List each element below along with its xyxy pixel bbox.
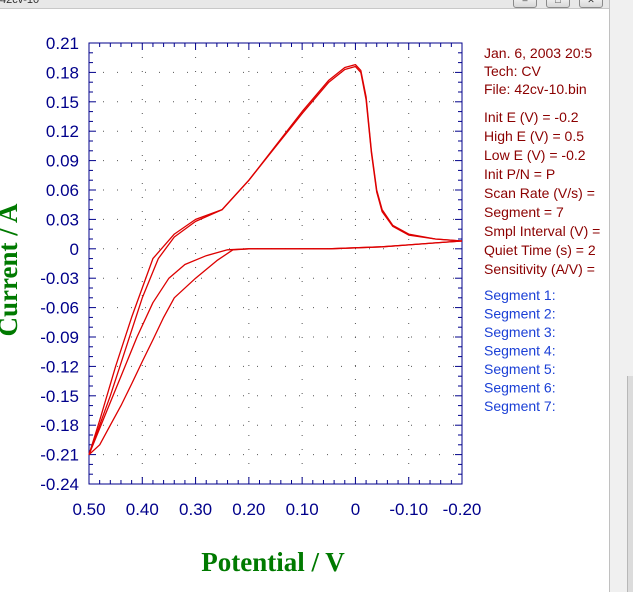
info-segments: Segment 1: Segment 2: Segment 3: Segment 4:… [484,287,556,414]
y-tick-label: -0.03 [40,269,79,288]
info-header-line: Jan. 6, 2003 20:5 [484,45,592,61]
window-titlebar: 42cv-10 – □ ✕ [0,0,633,9]
y-axis-label: Current / A [0,203,23,336]
x-tick-label: 0.50 [72,500,105,519]
close-button[interactable]: ✕ [579,0,603,8]
cv-plot: 0.50 0.40 0.30 0.20 0.10 0 -0.10 -0.20 0.21 0.18 0… [0,34,600,577]
plot-ticks [88,42,463,485]
info-param-line: Init E (V) = -0.2 [484,109,579,125]
info-header-line: Tech: CV [484,63,541,79]
info-header-line: File: 42cv-10.bin [484,81,587,97]
segment-line: Segment 6: [484,380,556,396]
data-curves [88,63,463,456]
x-tick-label: 0.40 [126,500,159,519]
tick-labels: 0.50 0.40 0.30 0.20 0.10 0 -0.10 -0.20 0.21 0.18 0… [40,34,481,519]
y-tick-label: 0.12 [46,122,79,141]
segment-line: Segment 4: [484,343,556,359]
cv-curve-segment-4 [88,65,463,455]
info-header: Jan. 6, 2003 20:5 Tech: CV File: 42cv-10.b… [484,45,592,97]
segment-line: Segment 2: [484,306,556,322]
x-tick-label: -0.10 [389,500,428,519]
y-tick-label: -0.09 [40,328,79,347]
y-tick-label: 0.18 [46,63,79,82]
y-tick-label: 0.09 [46,152,79,171]
segment-line: Segment 3: [484,324,556,340]
y-tick-label: -0.24 [40,475,79,494]
info-param-line: Quiet Time (s) = 2 [484,242,596,258]
segment-line: Segment 1: [484,287,556,303]
info-param-line: Init P/N = P [484,166,555,182]
info-param-line: Segment = 7 [484,204,564,220]
y-tick-label: -0.12 [40,357,79,376]
info-param-line: Low E (V) = -0.2 [484,147,586,163]
y-tick-label: 0.03 [46,210,79,229]
info-param-line: Scan Rate (V/s) = [484,185,595,201]
y-tick-label: 0.21 [46,34,79,53]
x-tick-label: 0.10 [286,500,319,519]
y-tick-label: -0.06 [40,299,79,318]
info-param-line: Smpl Interval (V) = [484,223,600,239]
segment-line: Segment 7: [484,398,556,414]
x-tick-label: 0.30 [179,500,212,519]
plot-grid [89,43,462,484]
y-tick-label: -0.21 [40,446,79,465]
cv-curve-segment-3 [88,240,463,455]
x-tick-label: -0.20 [443,500,482,519]
y-tick-label: 0.15 [46,93,79,112]
cv-curve-segment-1 [88,240,463,456]
window-title: 42cv-10 [0,0,40,6]
y-tick-label: -0.18 [40,416,79,435]
info-params: Init E (V) = -0.2 High E (V) = 0.5 Low E (… [484,109,600,277]
x-tick-label: 0 [351,500,360,519]
maximize-button[interactable]: □ [546,0,570,8]
cv-curve-segment-2 [88,63,463,455]
x-tick-label: 0.20 [232,500,265,519]
info-param-line: Sensitivity (A/V) = [484,261,595,277]
y-tick-label: 0 [70,240,79,259]
x-axis-label: Potential / V [201,547,345,577]
segment-line: Segment 5: [484,361,556,377]
minimize-button[interactable]: – [513,0,537,8]
y-tick-label: 0.06 [46,181,79,200]
y-tick-label: -0.15 [40,387,79,406]
plot-frame [88,42,463,485]
info-param-line: High E (V) = 0.5 [484,128,584,144]
scrollbar-edge[interactable] [627,376,633,592]
